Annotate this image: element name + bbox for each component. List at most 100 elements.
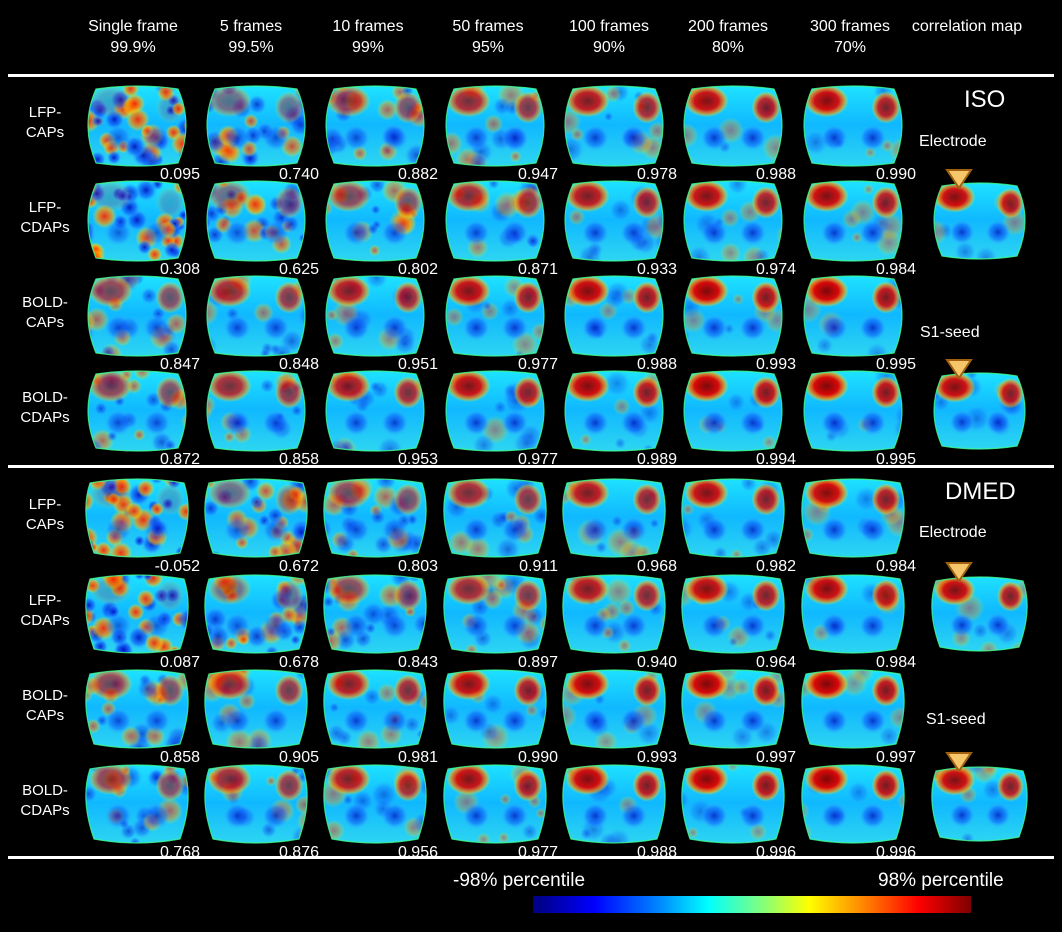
- brain-map: [564, 180, 664, 262]
- correlation-value: 0.984: [875, 654, 916, 671]
- seed-marker-icon: [945, 169, 973, 190]
- column-header-label: Single frame: [88, 18, 178, 35]
- column-header: 200 frames 80%: [663, 16, 793, 58]
- brain-map: [87, 180, 187, 262]
- brain-map: [325, 370, 425, 452]
- brain-map: [325, 275, 425, 357]
- correlation-value: 0.953: [397, 451, 438, 468]
- row-label-line1: BOLD-: [22, 294, 68, 311]
- correlation-value: 0.876: [278, 844, 319, 861]
- correlation-value: 0.768: [159, 844, 200, 861]
- brain-map: [87, 275, 187, 357]
- brain-map: [564, 370, 664, 452]
- column-header-percent: 90%: [592, 39, 626, 56]
- column-header-label: 200 frames: [687, 18, 769, 35]
- brain-map: [681, 669, 785, 749]
- row-label-line1: LFP-: [28, 104, 62, 121]
- brain-map: [683, 275, 783, 357]
- colorbar: [533, 896, 971, 913]
- column-header-label: 5 frames: [219, 18, 283, 35]
- correlation-value: 0.625: [278, 261, 319, 278]
- column-header-percent: 70%: [833, 39, 867, 56]
- correlation-value: 0.977: [517, 356, 558, 373]
- column-header-percent: 99%: [351, 39, 385, 56]
- row-label-line2: CDAPs: [20, 802, 70, 819]
- correlation-value: 0.988: [636, 844, 677, 861]
- correlation-value: 0.740: [278, 166, 319, 183]
- brain-map: [803, 180, 903, 262]
- correlation-value: 0.988: [755, 166, 796, 183]
- column-header-label: 100 frames: [568, 18, 650, 35]
- brain-map: [562, 574, 666, 654]
- correlation-map: [933, 372, 1026, 450]
- correlation-value: 0.984: [875, 261, 916, 278]
- correlation-value: 0.897: [517, 654, 558, 671]
- column-header-label: 10 frames: [332, 18, 404, 35]
- row-label: LFP- CAPs: [6, 495, 84, 535]
- seed-marker-icon: [945, 562, 973, 583]
- colorbar-min-label: -98% percentile: [453, 870, 586, 891]
- row-label-line1: LFP-: [28, 592, 62, 609]
- correlation-value: 0.974: [755, 261, 796, 278]
- correlation-value: 0.848: [278, 356, 319, 373]
- correlation-value: 0.996: [755, 844, 796, 861]
- correlation-value: 0.993: [755, 356, 796, 373]
- brain-map: [206, 370, 306, 452]
- correlation-value: 0.982: [755, 558, 796, 575]
- brain-map: [445, 370, 545, 452]
- divider-bottom: [8, 856, 1054, 859]
- brain-map: [206, 275, 306, 357]
- brain-map: [803, 275, 903, 357]
- row-label-line2: CDAPs: [20, 219, 70, 236]
- brain-map: [564, 275, 664, 357]
- correlation-value: 0.847: [159, 356, 200, 373]
- brain-map: [443, 764, 547, 844]
- brain-map: [206, 85, 306, 167]
- electrode-label-iso: Electrode: [919, 133, 987, 150]
- correlation-value: 0.995: [875, 451, 916, 468]
- row-label-line2: CAPs: [25, 707, 65, 724]
- correlation-value: 0.933: [636, 261, 677, 278]
- brain-map: [85, 764, 189, 844]
- correlation-value: 0.803: [397, 558, 438, 575]
- correlation-value: 0.956: [397, 844, 438, 861]
- correlation-map: [931, 766, 1028, 842]
- brain-map: [681, 478, 785, 558]
- correlation-value: 0.977: [517, 451, 558, 468]
- correlation-value: 0.984: [875, 558, 916, 575]
- row-label: LFP- CDAPs: [6, 198, 84, 238]
- brain-map: [801, 669, 905, 749]
- brain-map: [803, 85, 903, 167]
- row-label-line1: BOLD-: [22, 389, 68, 406]
- column-header-label: correlation map: [911, 18, 1023, 35]
- correlation-value: 0.905: [278, 749, 319, 766]
- brain-map: [87, 370, 187, 452]
- electrode-label-dmed: Electrode: [919, 524, 987, 541]
- column-header-percent: 99.9%: [110, 39, 156, 56]
- correlation-value: 0.978: [636, 166, 677, 183]
- correlation-value: 0.843: [397, 654, 438, 671]
- seed-marker-icon: [945, 359, 973, 380]
- row-label-line2: CAPs: [25, 516, 65, 533]
- divider-middle: [8, 465, 1054, 468]
- row-label: BOLD- CAPs: [6, 293, 84, 333]
- brain-map: [801, 478, 905, 558]
- brain-map: [323, 764, 427, 844]
- row-label: LFP- CAPs: [6, 103, 84, 143]
- correlation-value: 0.988: [636, 356, 677, 373]
- row-label-line1: BOLD-: [22, 782, 68, 799]
- row-label: LFP- CDAPs: [6, 591, 84, 631]
- brain-map: [323, 478, 427, 558]
- brain-map: [87, 85, 187, 167]
- brain-map: [443, 669, 547, 749]
- correlation-value: 0.308: [159, 261, 200, 278]
- row-label-line1: LFP-: [28, 496, 62, 513]
- correlation-map: [931, 576, 1028, 652]
- brain-map: [85, 574, 189, 654]
- brain-map: [803, 370, 903, 452]
- brain-map: [443, 574, 547, 654]
- correlation-map: [933, 182, 1026, 260]
- seed-label-dmed: S1-seed: [926, 711, 986, 728]
- condition-iso: ISO: [964, 86, 1006, 113]
